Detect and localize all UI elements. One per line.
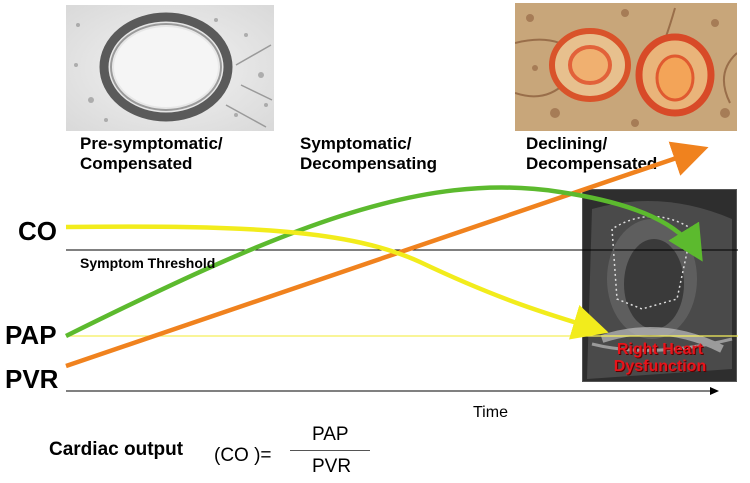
formula-lhs: (CO )= [214, 445, 272, 466]
co-label: CO [18, 216, 57, 246]
right-heart-dysfunction-label: Right Heart Dysfunction [613, 341, 707, 375]
pap-label: PAP [5, 320, 57, 350]
formula-numerator: PAP [312, 424, 349, 445]
formula-fraction-bar [290, 450, 370, 451]
normal-vessel-histology-image [66, 5, 274, 131]
diseased-vessel-histology-image [515, 3, 737, 131]
co-curve [65, 224, 609, 340]
formula-prefix: Cardiac output [49, 439, 184, 460]
pvr-label: PVR [5, 364, 59, 394]
stage-label-symptomatic: Symptomatic/ Decompensating [300, 134, 437, 173]
symptom-threshold-label: Symptom Threshold [80, 255, 216, 271]
formula-denominator: PVR [312, 456, 352, 477]
pap-curve [65, 185, 703, 339]
stage-label-declining: Declining/ Decompensated [526, 134, 658, 173]
time-axis-label: Time [473, 404, 508, 421]
stage-label-pre-symptomatic: Pre-symptomatic/ Compensated [80, 134, 223, 173]
pvr-curve [65, 141, 709, 369]
